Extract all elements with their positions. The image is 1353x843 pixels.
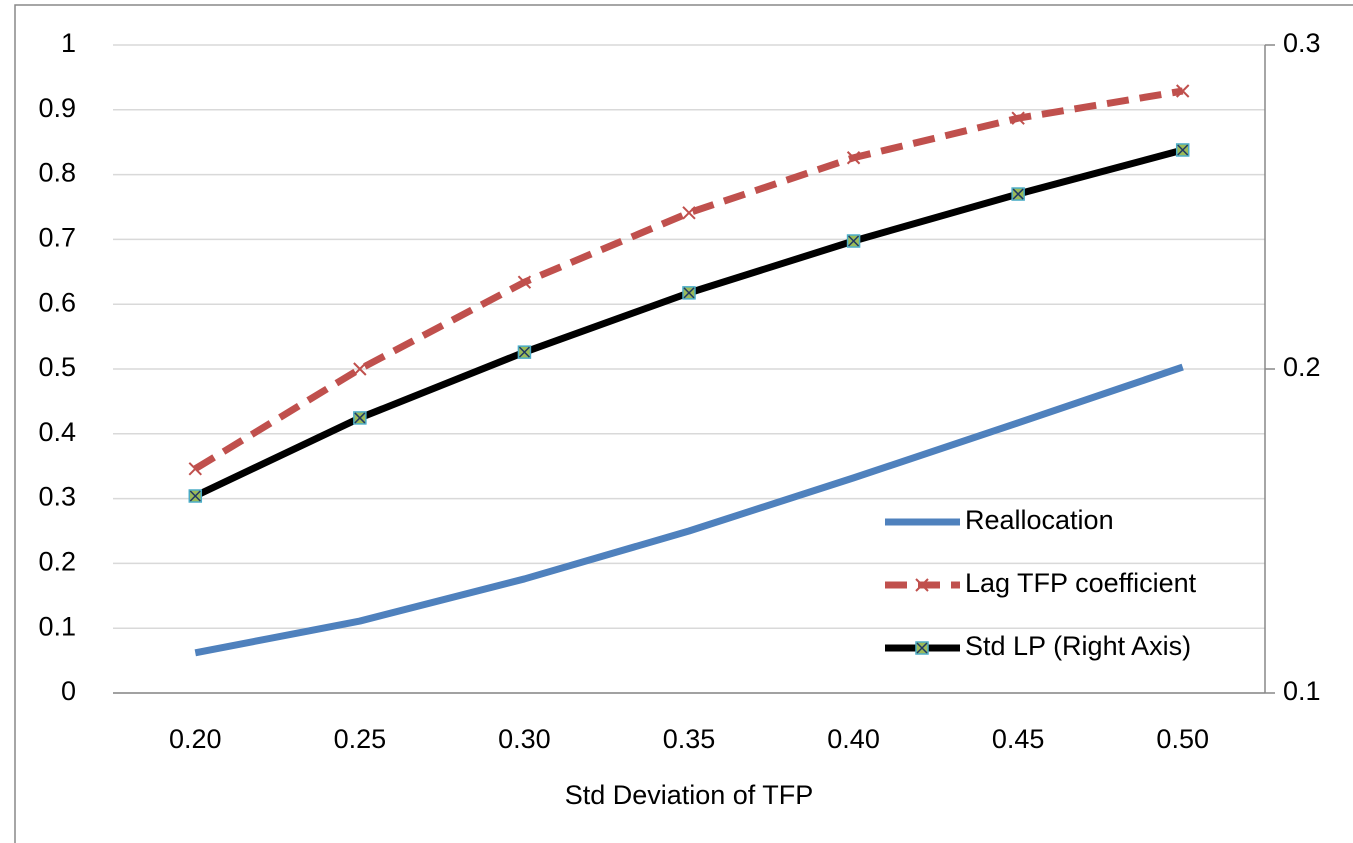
marker-cross: [1012, 188, 1024, 200]
y2-tick-label: 0.3: [1283, 28, 1321, 58]
marker-cross: [518, 346, 530, 358]
y-tick-label: 0.9: [38, 93, 76, 123]
marker: [517, 275, 532, 289]
y-tick-label: 0.6: [38, 287, 76, 317]
y-tick-label: 1: [61, 28, 76, 58]
chart-frame: [14, 4, 1353, 843]
x-tick-label: 0.40: [827, 724, 880, 754]
y-tick-label: 0.4: [38, 417, 76, 447]
legend-label: Std LP (Right Axis): [965, 631, 1191, 661]
x-axis-title: Std Deviation of TFP: [565, 780, 814, 810]
x-tick-label: 0.50: [1156, 724, 1209, 754]
legend-label: Reallocation: [965, 505, 1114, 535]
marker: [915, 578, 929, 592]
marker-cross: [1177, 144, 1189, 156]
series-line: [193, 87, 1184, 472]
marker-cross: [189, 490, 201, 502]
marker: [353, 362, 367, 376]
marker-cross: [916, 642, 928, 654]
x-tick-label: 0.45: [992, 724, 1045, 754]
marker-cross: [683, 287, 695, 299]
x-tick-label: 0.30: [498, 724, 551, 754]
legend-label: Lag TFP coefficient: [965, 568, 1197, 598]
y-tick-label: 0: [61, 676, 76, 706]
y-tick-label: 0.8: [38, 158, 76, 188]
x-tick-label: 0.25: [334, 724, 387, 754]
marker-cross: [848, 235, 860, 247]
marker: [188, 462, 202, 476]
marker: [1176, 84, 1190, 98]
x-tick-label: 0.35: [663, 724, 716, 754]
y-tick-label: 0.2: [38, 547, 76, 577]
y-tick-label: 0.7: [38, 223, 76, 253]
marker: [682, 206, 696, 220]
y-tick-label: 0.5: [38, 352, 76, 382]
y-tick-label: 0.1: [38, 611, 76, 641]
series-line: [193, 146, 1184, 500]
marker: [846, 151, 861, 165]
marker: [1011, 111, 1025, 125]
marker-cross: [354, 412, 366, 424]
x-tick-label: 0.20: [169, 724, 222, 754]
series-line: [194, 363, 1184, 657]
y-tick-label: 0.3: [38, 482, 76, 512]
y2-tick-label: 0.1: [1283, 676, 1321, 706]
y2-tick-label: 0.2: [1283, 352, 1321, 382]
